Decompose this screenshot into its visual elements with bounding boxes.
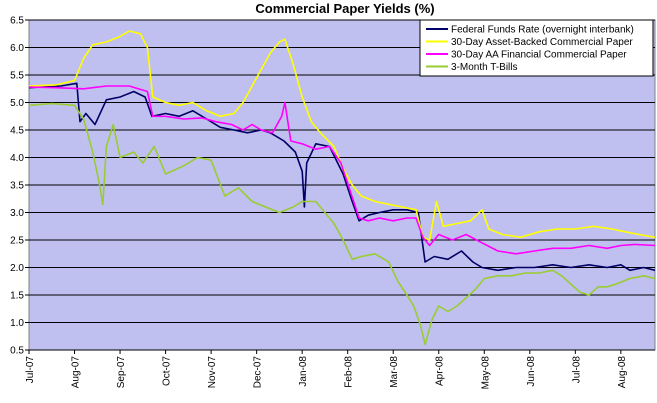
x-tick-label: Aug-07	[71, 356, 82, 389]
y-tick-label: 5.0	[10, 98, 24, 109]
legend: Federal Funds Rate (overnight interbank)…	[419, 19, 654, 77]
x-tick-label: Sep-07	[116, 356, 127, 389]
axes: 0.5 1.0 1.5 2.0 2.5 3.0 3.5 4.0 4.5 5.0 5.5 6.0 6.5 J…	[10, 16, 655, 390]
legend-box	[419, 19, 654, 77]
series-line-2	[28, 30, 656, 241]
y-tick-label: 3.5	[10, 181, 24, 192]
x-tick-label: Jul-07	[25, 356, 36, 384]
x-tick-label: Aug-08	[617, 356, 628, 389]
y-tick-label: 1.0	[10, 318, 24, 329]
x-tick-label: Dec-07	[253, 356, 264, 389]
series-line-3	[28, 85, 656, 255]
series-lines	[28, 30, 656, 346]
y-tick-label: 0.5	[10, 346, 24, 357]
x-tick-label: Jun-08	[526, 356, 537, 387]
y-tick-label: 6.0	[10, 43, 24, 54]
y-tick-label: 3.0	[10, 208, 24, 219]
x-tick-label: Oct-07	[162, 356, 173, 386]
legend-label: Federal Funds Rate (overnight interbank)	[451, 25, 634, 36]
x-tick-label: Mar-08	[389, 356, 400, 388]
x-tick-label: Feb-08	[344, 356, 355, 388]
x-tick-label: Nov-07	[207, 356, 218, 389]
y-tick-label: 1.5	[10, 291, 24, 302]
x-tick-label: May-08	[480, 356, 491, 390]
y-tick-label: 6.5	[10, 16, 24, 27]
y-tick-label: 4.0	[10, 153, 24, 164]
series-line-4	[28, 102, 656, 346]
y-tick-label: 4.5	[10, 126, 24, 137]
legend-label: 3-Month T-Bills	[451, 62, 518, 73]
x-tick-label: Jan-08	[298, 356, 309, 387]
chart-title: Commercial Paper Yields (%)	[255, 1, 434, 16]
legend-label: 30-Day AA Financial Commercial Paper	[451, 50, 627, 61]
y-tick-label: 2.5	[10, 236, 24, 247]
x-tick-label: Jul-08	[571, 356, 582, 384]
y-tick-label: 5.5	[10, 71, 24, 82]
legend-label: 30-Day Asset-Backed Commercial Paper	[451, 37, 633, 48]
y-tick-label: 2.0	[10, 263, 24, 274]
x-tick-label: Apr-08	[435, 356, 446, 386]
